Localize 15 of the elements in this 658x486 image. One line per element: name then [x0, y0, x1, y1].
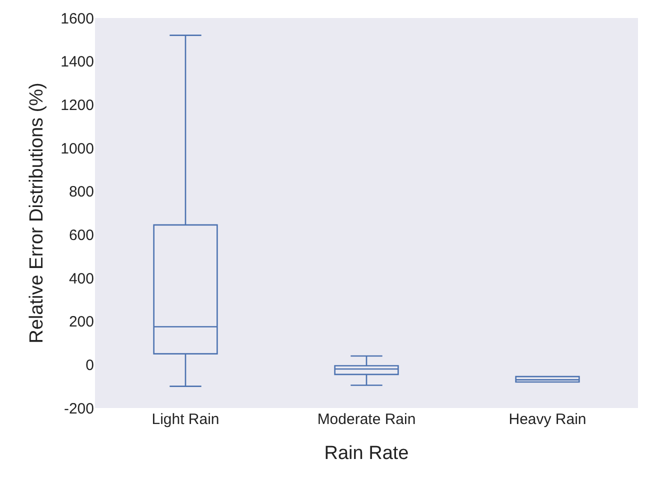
y-tick-label: 800	[68, 184, 94, 201]
x-tick-label: Light Rain	[152, 411, 220, 428]
x-axis-title: Rain Rate	[324, 442, 409, 464]
y-tick-label: 1200	[60, 96, 94, 114]
y-tick-label: 1000	[60, 140, 94, 158]
y-tick-label: 0	[86, 356, 94, 374]
y-tick-label: 400	[68, 270, 94, 288]
y-tick-label: 1600	[60, 10, 94, 28]
x-tick-label: Heavy Rain	[508, 411, 586, 428]
x-tick-label: Moderate Rain	[317, 411, 416, 428]
y-tick-label: 600	[68, 226, 94, 244]
y-tick-label: 200	[68, 314, 94, 331]
y-axis-title: Relative Error Distributions (%)	[26, 82, 48, 344]
y-tick-label: -200	[64, 400, 94, 418]
y-tick-label: 1400	[60, 54, 94, 71]
